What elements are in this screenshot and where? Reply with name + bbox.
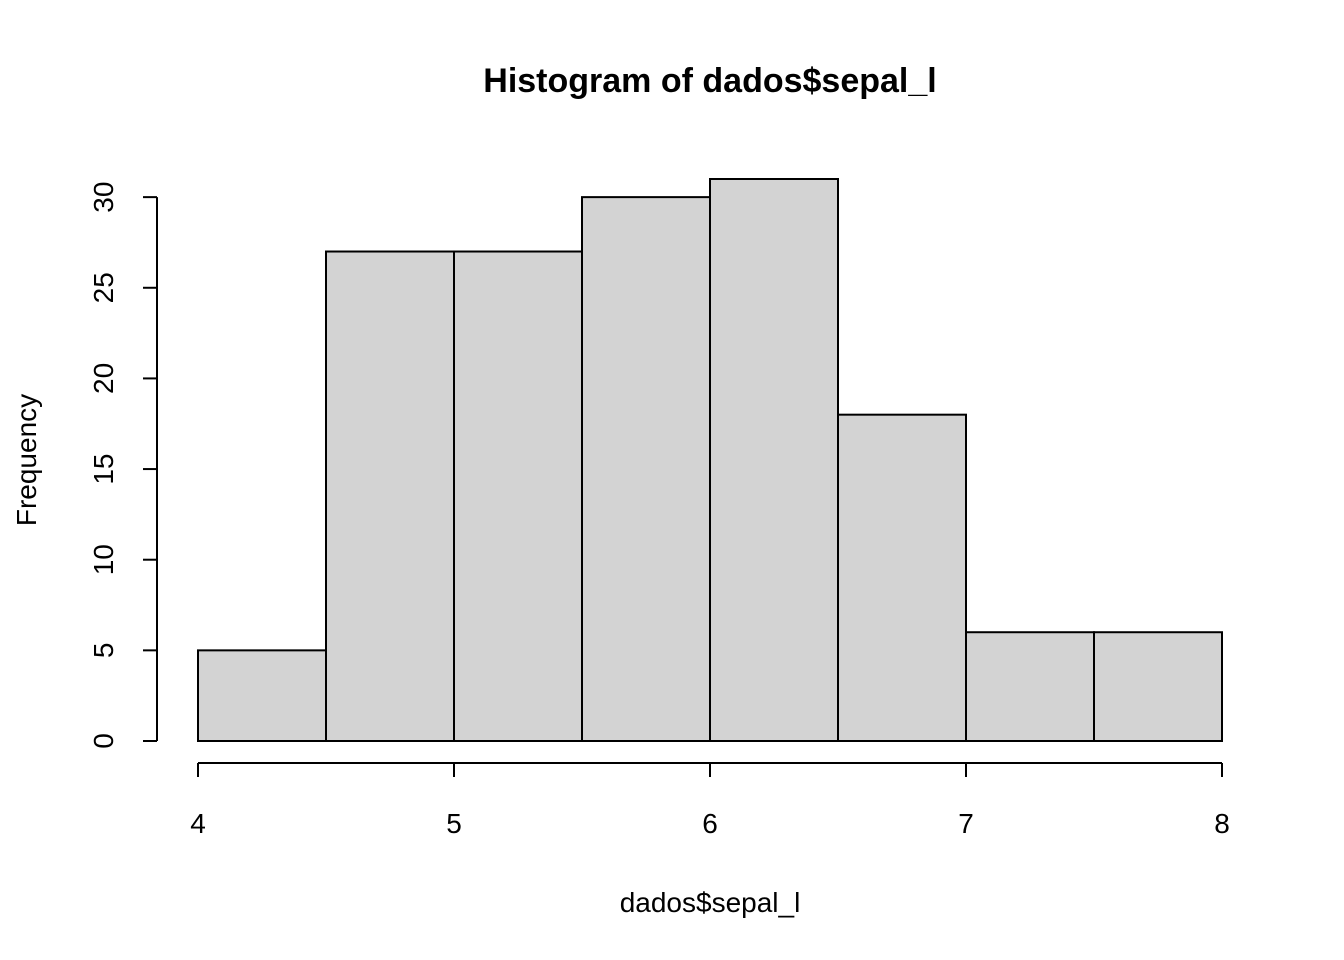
y-tick-label-1: 5	[88, 643, 119, 659]
histogram-bar-7	[1093, 631, 1223, 743]
x-tick-label-0: 4	[190, 808, 206, 839]
histogram-bar-6	[965, 631, 1095, 743]
x-axis: 4 5 6 7 8	[190, 762, 1230, 839]
histogram-bar-5	[837, 413, 967, 742]
histogram-bar-1	[325, 250, 455, 742]
chart-title: Histogram of dados$sepal_l	[483, 62, 936, 100]
x-tick-label-4: 8	[1214, 808, 1230, 839]
histogram-bar-4	[709, 178, 839, 742]
histogram-bar-0	[197, 649, 327, 743]
x-tick-label-1: 5	[446, 808, 462, 839]
y-tick-label-5: 25	[88, 272, 119, 303]
y-tick-label-4: 20	[88, 363, 119, 394]
y-tick-label-0: 0	[88, 733, 119, 749]
y-axis-label: Frequency	[11, 394, 42, 526]
x-axis-label: dados$sepal_l	[620, 887, 801, 918]
y-axis: 0 5 10 15 20 25 30	[88, 182, 158, 749]
y-tick-label-6: 30	[88, 182, 119, 213]
y-tick-label-2: 10	[88, 544, 119, 575]
histogram-bar-2	[453, 250, 583, 742]
x-tick-label-3: 7	[958, 808, 974, 839]
bars-group	[197, 178, 1223, 743]
histogram-bar-3	[581, 196, 711, 742]
x-tick-label-2: 6	[702, 808, 718, 839]
y-tick-label-3: 15	[88, 453, 119, 484]
